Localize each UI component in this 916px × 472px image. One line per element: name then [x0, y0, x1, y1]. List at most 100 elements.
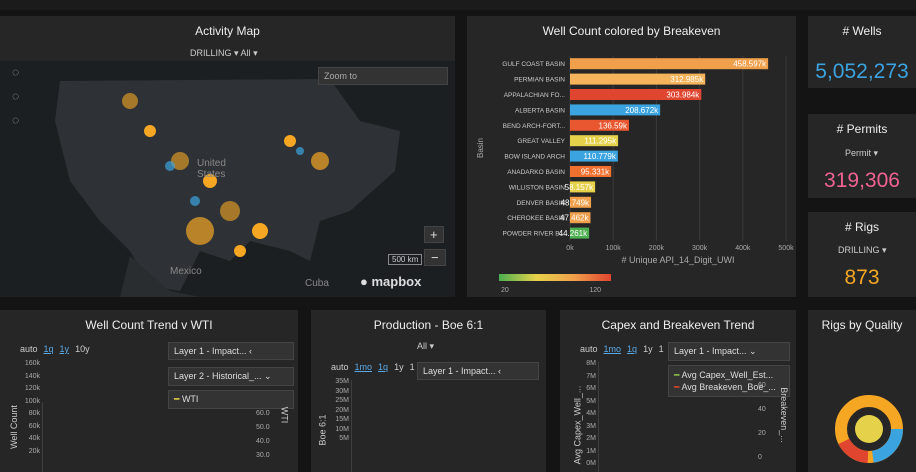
value-label: 95.331k	[581, 168, 610, 177]
map-search[interactable]: Zoom to	[318, 67, 448, 85]
x-axis-label: # Unique API_14_Digit_UWI	[621, 255, 734, 265]
map-scale: 500 km	[388, 254, 423, 265]
category-label: DENVER BASIN	[517, 200, 566, 207]
tick-label: 50.0	[256, 424, 270, 431]
map-label: Mexico	[170, 266, 202, 277]
x-tick-label: 500k	[778, 245, 794, 252]
category-label: BOW ISLAND ARCH	[504, 154, 565, 161]
time-button[interactable]: 1	[409, 362, 415, 372]
bar	[570, 58, 769, 70]
layer-item[interactable]: Layer 1 - Impact... ‹	[417, 362, 539, 380]
layer-item[interactable]: Layer 1 - Impact... ‹	[168, 342, 294, 360]
land	[55, 79, 400, 291]
tick-label: 7M	[586, 372, 596, 380]
map-filter[interactable]: DRILLING ▾ All ▾	[190, 48, 258, 58]
kpi-dropdown[interactable]: DRILLING ▾	[838, 245, 887, 255]
tick-label: 6M	[586, 385, 596, 392]
filter-field[interactable]: DRILLING	[190, 48, 232, 58]
layer-label[interactable]: Layer 1 - Impact...	[174, 346, 247, 356]
map	[0, 61, 455, 297]
top-bar	[0, 0, 916, 10]
category-label: ANADARKO BASIN	[507, 169, 565, 176]
dropdown-label[interactable]: DRILLING	[838, 245, 880, 255]
time-button[interactable]: 1y	[394, 362, 404, 372]
kpi-dropdown[interactable]: Permit ▾	[845, 148, 879, 158]
time-button[interactable]: 1	[658, 344, 664, 354]
time-button[interactable]: auto	[20, 344, 38, 354]
time-button[interactable]: auto	[331, 362, 349, 372]
tick-label: 35M	[335, 378, 349, 385]
dropdown-label[interactable]: Permit	[845, 148, 872, 158]
layer-label[interactable]: Layer 1 - Impact...	[674, 346, 747, 356]
tick-label: 60	[758, 382, 766, 389]
time-button[interactable]: 1y	[59, 344, 70, 354]
time-button[interactable]: 1q	[378, 362, 389, 372]
panel-title: Capex and Breakeven Trend	[601, 318, 755, 332]
kpi-panel: # Permits Permit ▾ 319,306	[808, 114, 916, 198]
category-label: BEND ARCH-FORT...	[503, 123, 566, 130]
tick-label: 5M	[586, 397, 596, 405]
category-label: CHEROKEE BASIN	[507, 215, 565, 222]
layer-label[interactable]: Layer 2 - Historical_...	[174, 371, 262, 381]
bar	[570, 196, 592, 208]
bar	[570, 104, 661, 116]
panel-title: Rigs by Quality	[821, 318, 903, 332]
tick-label: 120k	[24, 385, 40, 392]
time-buttons: auto 1q 1y 10y	[20, 344, 96, 354]
y-ticks: 8M 7M 6M 5M 4M 3M 2M 1M 0M	[574, 360, 596, 472]
zoom-out[interactable]: −	[424, 249, 446, 266]
value-label: 312.985k	[670, 75, 704, 84]
kpi-title: # Permits	[836, 122, 888, 136]
panel-title: Well Count colored by Breakeven	[542, 24, 721, 38]
category-label: APPALACHIAN FO...	[504, 92, 565, 99]
zoom-in[interactable]: +	[424, 226, 444, 243]
tick-label: 8M	[586, 360, 596, 367]
value-label: 111.295k	[584, 137, 617, 146]
plot-area	[598, 362, 599, 472]
x-tick-label: 200k	[649, 245, 665, 252]
time-buttons: auto 1mo 1q 1y 1	[331, 362, 421, 372]
time-buttons: auto 1mo 1q 1y 1	[580, 344, 670, 354]
category-label: GREAT VALLEY	[517, 138, 565, 145]
map-label: Cuba	[305, 278, 329, 289]
value-label: 303.984k	[666, 91, 700, 100]
time-button[interactable]: 1mo	[354, 362, 373, 372]
tick-label: 0M	[586, 460, 596, 467]
tick-label: 4M	[586, 410, 596, 417]
category-label: WILLISTON BASIN	[509, 184, 566, 191]
layer-item[interactable]: Layer 1 - Impact... ⌄	[668, 342, 790, 361]
value-label: 44.261k	[559, 229, 588, 238]
legend-label: WTI	[181, 394, 199, 404]
tick-label: 10M	[335, 425, 349, 433]
sunburst	[835, 395, 903, 463]
time-button[interactable]: 10y	[75, 344, 90, 354]
x-tick-label: 400k	[735, 245, 751, 252]
dropdown[interactable]: All ▾	[417, 341, 435, 351]
category-label: PERMIAN BASIN	[514, 77, 565, 84]
tick-label: 140k	[24, 372, 40, 380]
map-tools[interactable]: ◌ ◌ ◌	[12, 65, 20, 127]
filter-value[interactable]: All	[240, 48, 251, 58]
y-ticks: 35M 30M 25M 20M 15M 10M 5M	[327, 378, 349, 445]
kpi-title: # Wells	[842, 24, 882, 38]
layer-item[interactable]: Layer 2 - Historical_... ⌄	[168, 367, 294, 386]
value-label: 136.59k	[599, 121, 628, 130]
tick-label: 40.0	[256, 438, 270, 445]
x-tick-label: 300k	[692, 245, 708, 252]
bar	[570, 212, 591, 224]
y2-ticks: 60.0 50.0 40.0 30.0	[256, 410, 278, 466]
plot-area	[351, 380, 352, 472]
kpi-panel: # Rigs DRILLING ▾ 873	[808, 212, 916, 297]
time-button[interactable]: 1q	[43, 344, 54, 354]
time-button[interactable]: 1y	[643, 344, 653, 354]
kpi-value: 873	[844, 266, 880, 289]
legend: ━ WTI	[168, 390, 294, 409]
bar	[570, 166, 612, 177]
time-button[interactable]: 1q	[627, 344, 638, 354]
time-button[interactable]: 1mo	[603, 344, 622, 354]
layer-label[interactable]: Layer 1 - Impact...	[423, 366, 496, 376]
time-button[interactable]: auto	[580, 344, 598, 354]
core	[855, 415, 883, 443]
dropdown-label[interactable]: All	[417, 341, 428, 351]
bar	[570, 227, 590, 239]
